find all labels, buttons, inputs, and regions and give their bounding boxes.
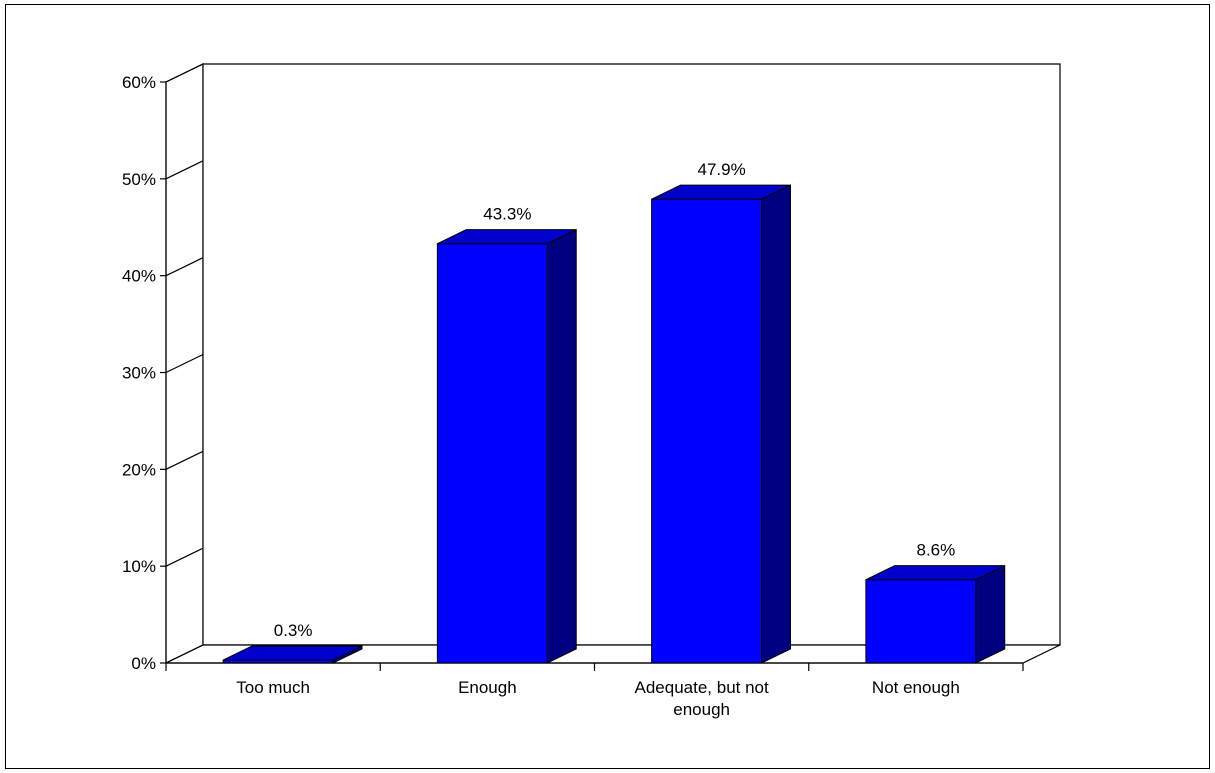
bar (651, 184, 791, 664)
bar-value-label: 47.9% (698, 160, 746, 179)
bar-value-label: 43.3% (483, 205, 531, 224)
bar (865, 564, 1006, 664)
bar-front (651, 198, 763, 664)
y-tick-label: 50% (122, 170, 156, 189)
y-tick-label: 60% (122, 73, 156, 92)
y-tick-label: 10% (122, 557, 156, 576)
chart-bars (222, 184, 1006, 664)
y-wall-gridline (165, 353, 204, 374)
y-tick-label: 30% (122, 364, 156, 383)
bar-top (651, 184, 791, 200)
bar-side (546, 228, 577, 664)
bar (436, 228, 577, 664)
y-wall-gridline (165, 63, 204, 83)
y-wall-gridline (165, 547, 204, 567)
x-tick-label: Not enough (872, 678, 960, 697)
x-tick-label: Enough (458, 678, 517, 697)
bar-top (222, 645, 363, 661)
y-tick-label: 0% (131, 654, 156, 673)
bar-front (436, 243, 548, 664)
chart-walls (165, 63, 1061, 664)
bar-top (437, 229, 577, 245)
y-tick-label: 20% (122, 460, 156, 479)
bar (222, 645, 363, 664)
x-tick-label: Too much (236, 678, 310, 697)
x-tick-label: enough (673, 700, 730, 719)
bar-front (865, 579, 977, 664)
bar-side (761, 184, 791, 664)
y-tick-label: 40% (122, 267, 156, 286)
bar-side (975, 564, 1006, 664)
y-wall-gridline (165, 450, 204, 470)
bar-value-label: 0.3% (274, 621, 313, 640)
y-wall-gridline (165, 257, 204, 277)
y-wall-gridline (165, 644, 204, 664)
chart-labels: 0% 10% 20% 30% 40% 50% 60% 0.3% Too much 43.3% Eno… (122, 73, 960, 719)
x-tick-label: Adequate, but not (635, 678, 770, 697)
bar-value-label: 8.6% (917, 541, 956, 560)
y-wall-gridline (165, 160, 204, 180)
bar-top (865, 565, 1005, 581)
